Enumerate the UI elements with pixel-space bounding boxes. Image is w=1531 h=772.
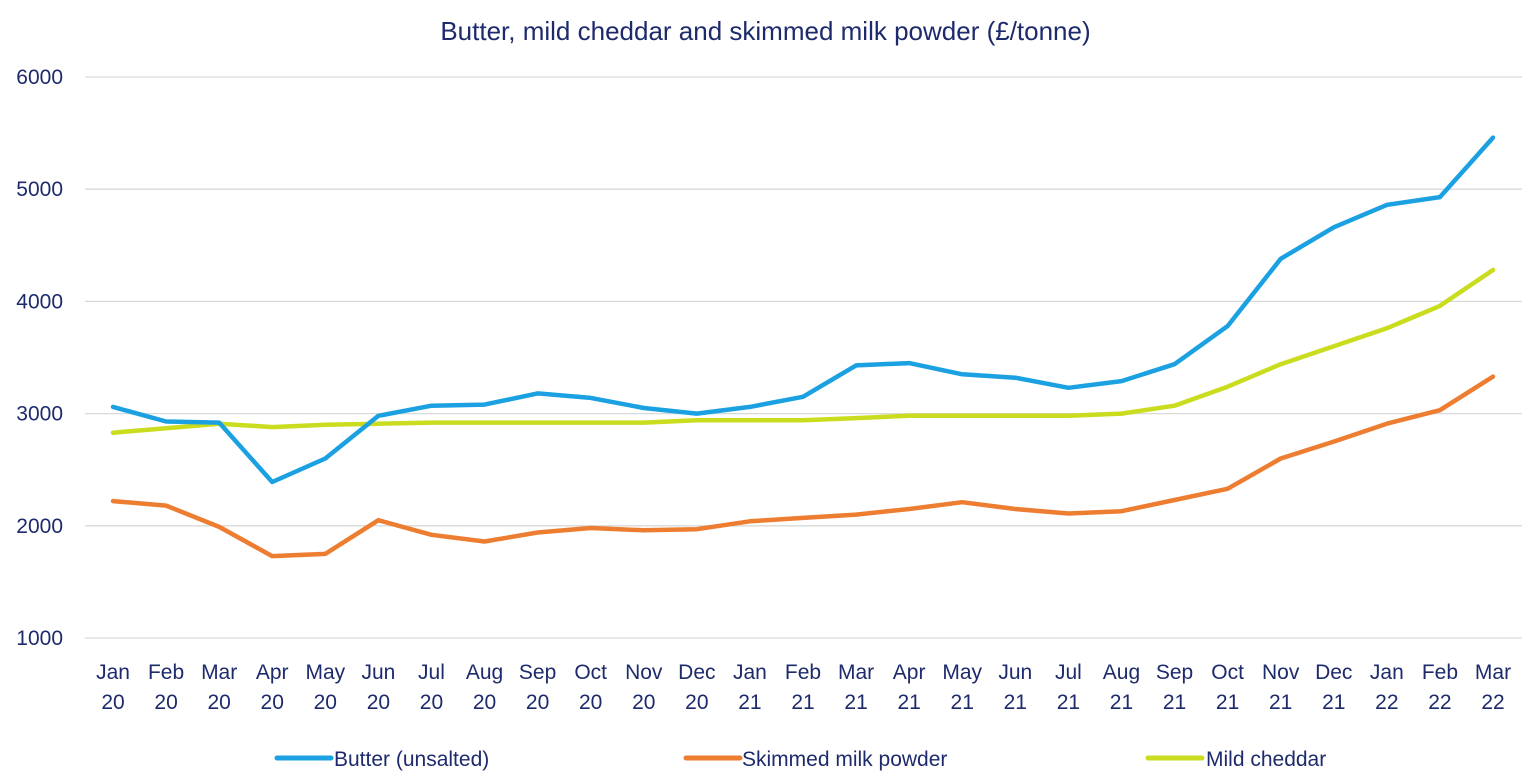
- x-tick-label: 20: [314, 691, 337, 714]
- x-tick-label: Oct: [574, 661, 607, 684]
- x-tick-label: May: [305, 661, 345, 684]
- x-axis-ticks: Jan 20 Feb 20 Mar 20 Apr 20 May 20 Jun 20 Jul 20 Aug 20…: [96, 661, 1511, 714]
- x-tick-label: 20: [632, 691, 655, 714]
- x-tick-label: 21: [844, 691, 867, 714]
- x-tick-label: Feb: [1422, 661, 1458, 684]
- x-tick-label: 21: [738, 691, 761, 714]
- x-tick-label: Mar: [838, 661, 874, 684]
- x-tick-label: Sep: [519, 661, 556, 684]
- y-tick-label: 3000: [16, 403, 63, 426]
- x-tick-label: Jan: [96, 661, 130, 684]
- x-tick-label: Sep: [1156, 661, 1193, 684]
- x-tick-label: Dec: [1315, 661, 1352, 684]
- x-tick-label: 21: [1216, 691, 1239, 714]
- x-tick-label: Feb: [148, 661, 184, 684]
- x-tick-label: 20: [207, 691, 230, 714]
- x-tick-label: 20: [685, 691, 708, 714]
- x-tick-label: Mar: [201, 661, 237, 684]
- x-tick-label: Dec: [678, 661, 715, 684]
- x-tick-label: Jul: [1055, 661, 1082, 684]
- x-tick-label: 20: [154, 691, 177, 714]
- grid-layer: [85, 76, 1522, 639]
- x-tick-label: 22: [1428, 691, 1451, 714]
- x-tick-label: 21: [1057, 691, 1080, 714]
- x-tick-label: 21: [1269, 691, 1292, 714]
- x-tick-label: 20: [579, 691, 602, 714]
- x-tick-label: 21: [1110, 691, 1133, 714]
- y-tick-label: 4000: [16, 290, 63, 313]
- y-tick-label: 2000: [16, 515, 63, 538]
- x-tick-label: Jun: [361, 661, 395, 684]
- series-line: [110, 135, 1496, 485]
- x-tick-label: 21: [791, 691, 814, 714]
- legend-label: Mild cheddar: [1206, 748, 1326, 771]
- x-tick-label: Oct: [1211, 661, 1244, 684]
- x-tick-label: Aug: [466, 661, 503, 684]
- series-layer: [110, 135, 1496, 559]
- x-tick-label: Jun: [998, 661, 1032, 684]
- y-tick-label: 6000: [16, 66, 63, 89]
- y-tick-label: 1000: [16, 627, 63, 650]
- x-tick-label: 21: [1004, 691, 1027, 714]
- x-tick-label: Aug: [1103, 661, 1140, 684]
- x-tick-label: 21: [1322, 691, 1345, 714]
- x-tick-label: 20: [101, 691, 124, 714]
- x-tick-label: Jan: [733, 661, 767, 684]
- legend-label: Butter (unsalted): [334, 748, 489, 771]
- x-tick-label: Apr: [893, 661, 926, 684]
- legend-label: Skimmed milk powder: [742, 748, 947, 771]
- x-tick-label: 21: [897, 691, 920, 714]
- x-tick-label: Jul: [418, 661, 445, 684]
- x-tick-label: 22: [1481, 691, 1504, 714]
- chart-title: Butter, mild cheddar and skimmed milk po…: [440, 16, 1091, 46]
- x-tick-label: 20: [473, 691, 496, 714]
- x-tick-label: 20: [367, 691, 390, 714]
- series-line: [110, 374, 1496, 559]
- x-tick-label: Feb: [785, 661, 821, 684]
- series-line: [110, 267, 1496, 435]
- x-tick-label: Mar: [1475, 661, 1511, 684]
- y-tick-label: 5000: [16, 178, 63, 201]
- y-axis-ticks: 1000 2000 3000 4000 5000 6000: [16, 66, 63, 650]
- x-tick-label: Apr: [256, 661, 289, 684]
- x-tick-label: Nov: [1262, 661, 1300, 684]
- x-tick-label: 21: [951, 691, 974, 714]
- x-tick-label: 20: [420, 691, 443, 714]
- x-tick-label: 20: [526, 691, 549, 714]
- x-tick-label: 20: [261, 691, 284, 714]
- x-tick-label: Jan: [1370, 661, 1404, 684]
- x-tick-label: Nov: [625, 661, 663, 684]
- x-tick-label: 22: [1375, 691, 1398, 714]
- x-tick-label: 21: [1163, 691, 1186, 714]
- x-tick-label: May: [942, 661, 982, 684]
- legend: Butter (unsalted) Skimmed milk powder Mild…: [274, 748, 1326, 771]
